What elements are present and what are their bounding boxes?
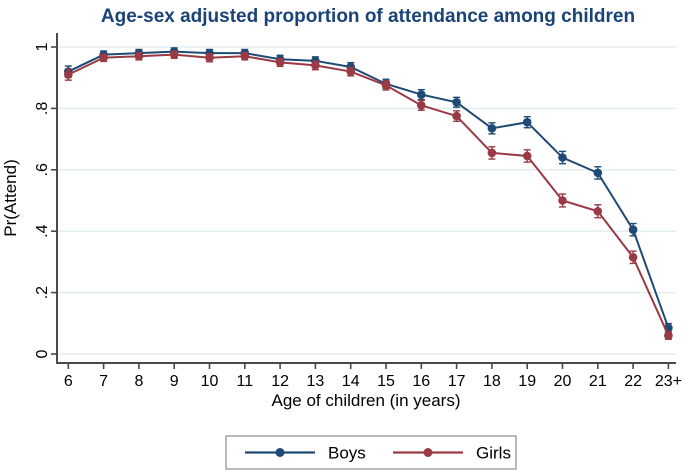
y-axis-label: Pr(Attend) [1, 159, 20, 236]
x-tick-label: 22 [624, 373, 642, 390]
x-tick-label: 14 [342, 373, 360, 390]
plot-area: 0.2.4.6.816 7 8 9 10 11 12 13 14 15 16 17 18 19 20 21 22… [34, 33, 682, 390]
series-marker-girls [628, 252, 638, 262]
series-marker-girls [381, 81, 391, 90]
series-marker-girls [664, 331, 673, 340]
series-marker-boys [452, 97, 461, 107]
series-marker-girls [311, 61, 320, 70]
series-marker-girls [346, 67, 356, 76]
x-tick-label: 11 [236, 373, 253, 390]
series-marker-girls [134, 51, 144, 61]
x-tick-label: 6 [64, 373, 73, 390]
x-tick-label: 19 [518, 373, 536, 390]
y-tick-label: .2 [34, 286, 51, 299]
series-marker-girls [417, 101, 426, 110]
chart-title: Age-sex adjusted proportion of attendanc… [101, 6, 635, 27]
series-marker-girls [169, 50, 179, 59]
y-tick-label: .4 [34, 224, 51, 237]
y-tick-label: .8 [34, 102, 51, 115]
x-tick-label: 17 [448, 373, 466, 390]
series-marker-boys [487, 124, 497, 133]
series-marker-girls [275, 58, 285, 67]
series-marker-boys [417, 90, 426, 99]
series-marker-girls [593, 206, 603, 216]
legend-label-boys: Boys [328, 444, 366, 463]
series-line-boys [67, 50, 670, 329]
series-marker-girls [452, 111, 461, 121]
y-tick-label: 1 [34, 42, 51, 51]
x-tick-label: 23+ [655, 373, 682, 390]
x-tick-label: 12 [271, 373, 289, 390]
x-tick-label: 7 [99, 373, 108, 390]
x-tick-label: 15 [377, 373, 395, 390]
x-tick-label: 8 [134, 373, 143, 390]
series-line-girls [67, 53, 670, 336]
x-tick-label: 21 [589, 373, 607, 390]
series-marker-girls [522, 151, 532, 161]
series-marker-girls [64, 70, 73, 79]
series-marker-girls [99, 53, 108, 63]
x-tick-label: 13 [307, 373, 325, 390]
series-marker-boys [522, 117, 532, 127]
x-tick-label: 18 [483, 373, 501, 390]
legend-marker-boys [275, 448, 285, 457]
legend: Boys Girls [225, 435, 517, 470]
x-tick-label: 10 [201, 373, 219, 390]
series-marker-girls [205, 53, 214, 63]
legend-marker-girls [423, 448, 433, 457]
x-tick-label: 16 [412, 373, 430, 390]
x-tick-label: 20 [554, 373, 572, 390]
series-marker-girls [487, 148, 497, 158]
series-marker-girls [558, 196, 567, 205]
series-marker-boys [628, 225, 638, 234]
y-tick-label: .6 [34, 163, 51, 176]
series-marker-boys [593, 168, 603, 178]
x-tick-label: 9 [170, 373, 179, 390]
x-axis-label: Age of children (in years) [272, 391, 461, 410]
legend-label-girls: Girls [476, 444, 511, 463]
y-tick-label: 0 [34, 349, 51, 358]
series-marker-boys [558, 153, 567, 162]
series-marker-girls [240, 51, 250, 61]
